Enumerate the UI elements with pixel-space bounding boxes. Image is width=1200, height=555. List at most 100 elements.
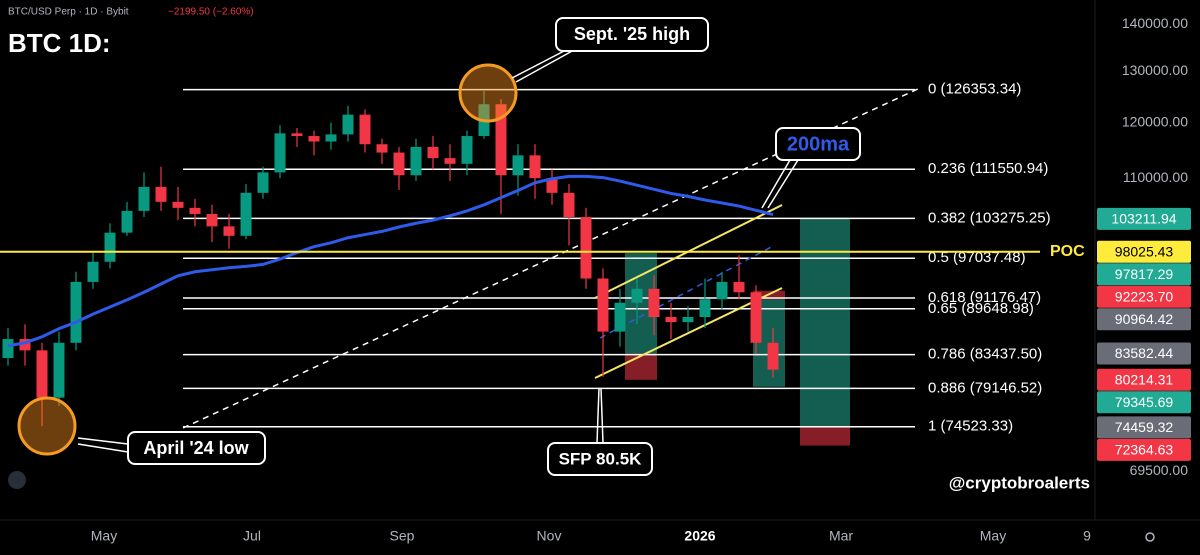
price-badge: [1097, 263, 1191, 286]
ma-line: [7, 174, 774, 348]
price-badge-label: 83582.44: [1115, 345, 1174, 361]
x-tick-label: Jul: [243, 528, 261, 544]
candle-body: [614, 302, 626, 332]
x-tick-label: Mar: [829, 528, 853, 544]
callout-text: 200ma: [787, 133, 850, 155]
candle-body: [580, 217, 592, 279]
y-tick-label: 120000.00: [1122, 113, 1188, 129]
price-badge-label: 97817.29: [1115, 266, 1174, 282]
price-badge: [1097, 308, 1191, 331]
overlay: BTC/USD Perp · 1D · Bybit −2199.50 (−2.6…: [8, 7, 1155, 542]
candle-body: [325, 134, 337, 142]
candle-body: [257, 172, 269, 193]
profit-zone: [800, 218, 850, 428]
x-tick-label: Sep: [390, 528, 415, 544]
candle-body: [495, 104, 507, 176]
candle-body: [461, 136, 473, 164]
loss-zone: [800, 427, 850, 446]
candle-body: [2, 339, 14, 358]
x-tick-label: Nov: [537, 528, 562, 544]
loss-zone: [625, 353, 657, 380]
symbol: BTC/USD Perp · 1D · Bybit: [8, 7, 129, 18]
price-badge: [1097, 368, 1191, 391]
callout-box: [127, 431, 266, 465]
fib-label: 0.236 (111550.94): [928, 160, 1048, 177]
candle-body: [240, 192, 252, 236]
candle-body: [308, 136, 320, 142]
candle-body: [359, 114, 371, 145]
price-badge: [1097, 438, 1191, 461]
pointer: [761, 159, 799, 209]
candle-body: [512, 155, 524, 176]
y-tick-label: 130000.00: [1122, 62, 1188, 78]
callout-box: [547, 442, 653, 476]
price-badge: [1097, 342, 1191, 365]
price-badge-label: 103211.94: [1111, 211, 1176, 227]
change: −2199.50 (−2.60%): [168, 7, 254, 18]
candle-body: [291, 133, 303, 137]
channel-mid: [599, 244, 776, 339]
candle-body: [682, 317, 694, 323]
candle-body: [563, 192, 575, 218]
candle-body: [342, 114, 354, 135]
pointer: [511, 49, 575, 83]
price-badge: [1097, 207, 1191, 230]
candle-body: [750, 292, 762, 343]
price-badge-label: 90964.42: [1115, 311, 1174, 327]
candle-body: [36, 350, 48, 398]
fib-label: 0.5 (97037.48): [928, 249, 1026, 266]
price-badge-label: 98025.43: [1115, 243, 1174, 259]
candle-body: [104, 232, 116, 262]
candle-body: [631, 288, 643, 303]
fib-label: 0.382 (103275.25): [928, 209, 1051, 226]
price-badge-label: 72364.63: [1115, 442, 1174, 458]
price-badge: [1097, 391, 1191, 414]
candle-body: [155, 186, 167, 202]
price-badge: [1097, 416, 1191, 439]
low-circle: [17, 396, 77, 456]
candle-body: [223, 226, 235, 236]
settings-icon[interactable]: [1145, 532, 1155, 542]
fib-label: 0 (126353.34): [928, 81, 1021, 98]
candle-body: [597, 278, 609, 332]
y-tick-label: 140000.00: [1122, 15, 1188, 31]
candle-body: [206, 213, 218, 227]
watermark: @cryptobroalerts: [949, 473, 1090, 492]
price-badge: [1097, 285, 1191, 308]
x-tick-label: May: [91, 528, 117, 544]
candle-body: [410, 147, 422, 176]
x-tick-label: 9: [1083, 528, 1091, 544]
fib-label: 1 (74523.33): [928, 418, 1013, 435]
price-badge: [1097, 240, 1191, 263]
callout-box: [555, 17, 709, 52]
fib-label: 0.886 (79146.52): [928, 379, 1042, 396]
candle-body: [70, 281, 82, 343]
price-badge-label: 74459.32: [1115, 419, 1174, 435]
fib-label: 0.618 (91176.47): [928, 289, 1041, 306]
callout-text: April '24 low: [143, 438, 249, 458]
candle-body: [87, 261, 99, 282]
fib-label: 0.65 (89648.98): [928, 300, 1034, 317]
candle-body: [121, 210, 133, 233]
candle-body: [699, 299, 711, 318]
candle-body: [172, 201, 184, 208]
logo: [8, 471, 26, 489]
plot: 140000.00 130000.00 120000.00 110000.00 6950…: [0, 15, 1191, 544]
y-tick-label: 69500.00: [1130, 462, 1189, 478]
candle-body: [546, 178, 558, 193]
price-badge-label: 79345.69: [1115, 394, 1174, 410]
candle-body: [665, 317, 677, 323]
chart-title: BTC 1D:: [8, 28, 111, 58]
candle-body: [716, 281, 728, 300]
candle-body: [19, 339, 31, 351]
y-tick-label: 110000.00: [1123, 169, 1188, 185]
candle-body: [189, 207, 201, 214]
pointer: [77, 437, 129, 453]
candle-body: [427, 147, 439, 159]
callout-text: SFP 80.5K: [559, 449, 643, 468]
high-circle: [458, 63, 518, 123]
candle-body: [444, 158, 456, 164]
callout-box: [775, 127, 861, 161]
